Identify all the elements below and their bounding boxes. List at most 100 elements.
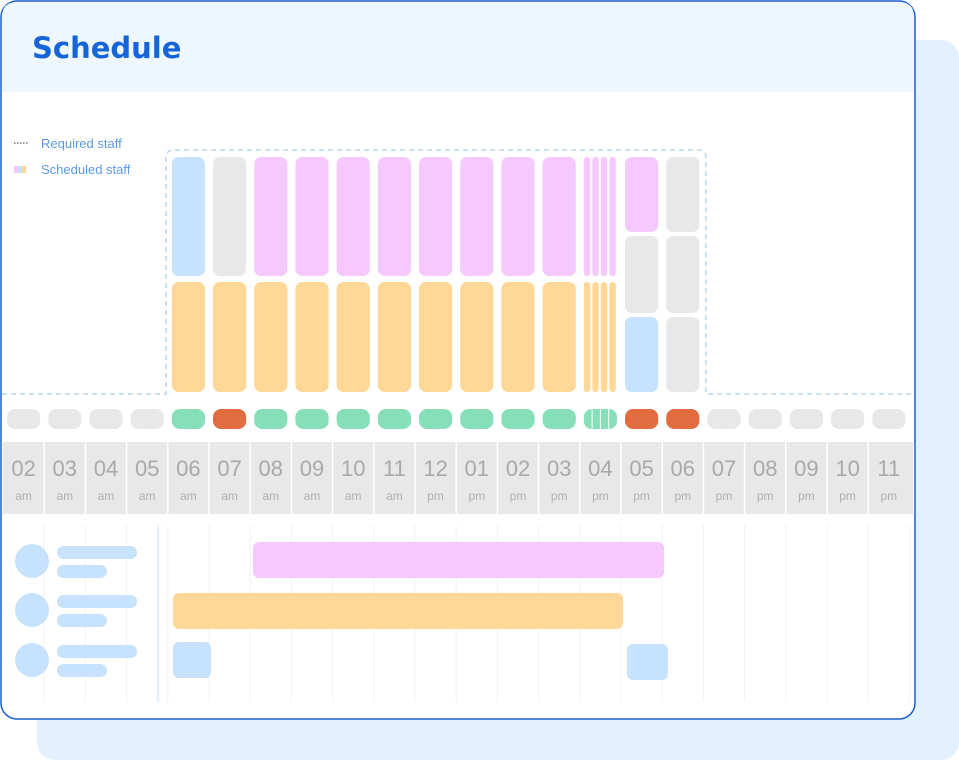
status-pill bbox=[831, 409, 865, 429]
staff-block bbox=[583, 282, 591, 392]
status-pill bbox=[336, 409, 370, 429]
staff-block bbox=[583, 157, 591, 276]
staff-block bbox=[625, 236, 659, 313]
period-label: pm bbox=[757, 489, 774, 503]
period-label: am bbox=[139, 489, 156, 503]
status-pill bbox=[872, 409, 906, 429]
role-placeholder bbox=[57, 565, 107, 578]
period-label: pm bbox=[716, 489, 733, 503]
period-label: am bbox=[180, 489, 197, 503]
staff-block bbox=[600, 157, 608, 276]
status-pill bbox=[666, 409, 700, 429]
status-pill bbox=[130, 409, 164, 429]
status-pill bbox=[542, 409, 576, 429]
staff-block bbox=[377, 282, 411, 392]
staff-block bbox=[501, 157, 535, 276]
staff-block bbox=[609, 282, 616, 392]
staff-block bbox=[171, 282, 205, 392]
avatar bbox=[15, 544, 49, 578]
period-label: am bbox=[262, 489, 279, 503]
status-pill bbox=[171, 409, 205, 429]
staff-block bbox=[592, 282, 599, 392]
staff-block bbox=[295, 157, 329, 276]
staff-block bbox=[501, 282, 535, 392]
name-placeholder bbox=[57, 546, 137, 559]
period-label: am bbox=[98, 489, 115, 503]
hour-label: 12 bbox=[423, 456, 447, 481]
hour-label: 07 bbox=[712, 456, 736, 481]
period-label: pm bbox=[510, 489, 527, 503]
status-pill bbox=[789, 409, 823, 429]
staff-block bbox=[295, 282, 329, 392]
hour-label: 03 bbox=[547, 456, 571, 481]
role-placeholder bbox=[57, 664, 107, 677]
staff-block bbox=[213, 157, 247, 276]
hour-label: 07 bbox=[217, 456, 241, 481]
legend-required: Required staff bbox=[41, 136, 122, 151]
hour-label: 06 bbox=[176, 456, 200, 481]
shift-bar bbox=[173, 593, 623, 629]
period-label: am bbox=[56, 489, 73, 503]
legend-icon bbox=[18, 166, 22, 173]
status-pill bbox=[419, 409, 453, 429]
name-placeholder bbox=[57, 595, 137, 608]
period-label: pm bbox=[592, 489, 609, 503]
hour-label: 01 bbox=[465, 456, 489, 481]
legend-icon bbox=[22, 166, 26, 173]
staff-block bbox=[625, 317, 659, 392]
period-label: am bbox=[386, 489, 403, 503]
staff-block bbox=[666, 317, 700, 392]
hour-label: 05 bbox=[629, 456, 653, 481]
hour-label: 11 bbox=[877, 456, 900, 481]
status-pill bbox=[48, 409, 82, 429]
hour-label: 06 bbox=[671, 456, 695, 481]
legend-scheduled: Scheduled staff bbox=[41, 162, 131, 177]
hour-label: 04 bbox=[94, 456, 118, 481]
hour-label: 02 bbox=[11, 456, 35, 481]
period-label: pm bbox=[674, 489, 691, 503]
hour-label: 02 bbox=[506, 456, 530, 481]
staff-block bbox=[625, 157, 659, 232]
hour-label: 08 bbox=[259, 456, 283, 481]
staff-block bbox=[336, 282, 370, 392]
name-placeholder bbox=[57, 645, 137, 658]
staff-block bbox=[254, 282, 288, 392]
status-pill bbox=[625, 409, 659, 429]
avatar bbox=[15, 593, 49, 627]
staff-block bbox=[666, 236, 700, 313]
title: Schedule bbox=[32, 31, 181, 65]
shift-bar bbox=[173, 642, 211, 678]
shift-bar bbox=[627, 644, 668, 680]
status-pill bbox=[7, 409, 41, 429]
staff-block bbox=[213, 282, 247, 392]
period-label: am bbox=[345, 489, 362, 503]
hour-label: 03 bbox=[53, 456, 77, 481]
staff-block bbox=[666, 157, 700, 232]
staff-block bbox=[600, 282, 608, 392]
status-pill bbox=[501, 409, 535, 429]
staff-block bbox=[460, 157, 494, 276]
legend-icon bbox=[14, 166, 18, 173]
period-label: pm bbox=[880, 489, 897, 503]
period-label: pm bbox=[551, 489, 568, 503]
staff-block bbox=[542, 157, 576, 276]
status-pill bbox=[460, 409, 494, 429]
status-pill bbox=[377, 409, 411, 429]
period-label: am bbox=[15, 489, 32, 503]
staff-block bbox=[336, 157, 370, 276]
hour-label: 11 bbox=[383, 456, 406, 481]
status-pill bbox=[295, 409, 329, 429]
header-band bbox=[2, 2, 914, 92]
hour-label: 10 bbox=[835, 456, 859, 481]
staff-block bbox=[542, 282, 576, 392]
role-placeholder bbox=[57, 614, 107, 627]
status-pill bbox=[213, 409, 247, 429]
required-outline bbox=[2, 149, 913, 395]
status-pill bbox=[748, 409, 782, 429]
hour-label: 05 bbox=[135, 456, 159, 481]
shift-bar bbox=[253, 542, 664, 578]
staff-block bbox=[609, 157, 616, 276]
hour-label: 10 bbox=[341, 456, 365, 481]
time-band bbox=[3, 442, 913, 514]
